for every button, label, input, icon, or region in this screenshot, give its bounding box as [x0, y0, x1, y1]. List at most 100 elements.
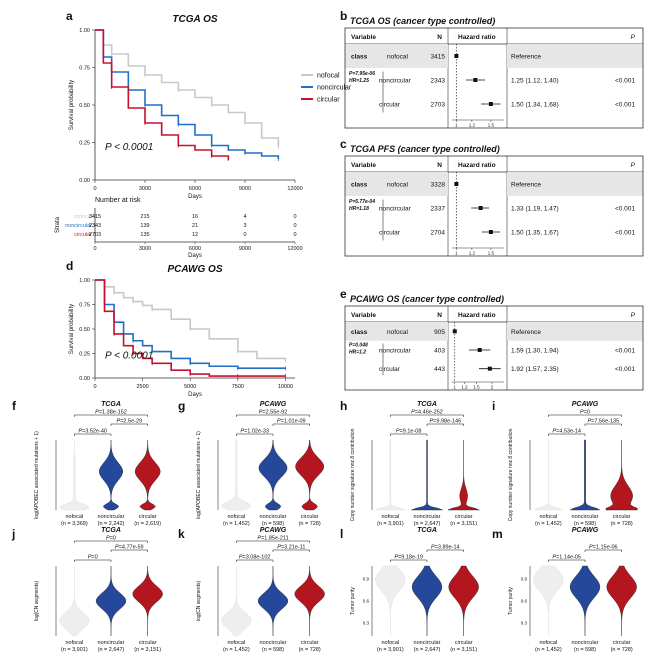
- violin-category: noncircular: [572, 514, 599, 520]
- forest-level: noncircular: [379, 206, 412, 213]
- sig-pvalue-value: =4.77e-59: [119, 545, 144, 551]
- y-axis-label: Survival probability: [69, 304, 75, 354]
- x-tick-label: 0: [93, 384, 96, 390]
- forest-tick-label: 1.2: [461, 385, 468, 390]
- y-tick-label: 1.00: [79, 28, 90, 34]
- sig-pvalue: P=1.02e-33: [240, 429, 269, 435]
- violin-n: (n = 598): [262, 521, 284, 527]
- x-tick-label: 0: [93, 186, 96, 192]
- risk-tick-label: 6000: [189, 246, 201, 252]
- sig-pvalue-letter: P: [580, 410, 584, 416]
- risk-count: 3: [243, 223, 246, 229]
- forest-n: 3328: [431, 182, 446, 189]
- violin-category: nofocal: [381, 640, 399, 646]
- violin-title: TCGA: [101, 401, 121, 408]
- violin-ylabel: Copy number signature nnz.8 contribution: [350, 428, 356, 521]
- x-tick-label: 12000: [287, 186, 302, 192]
- forest-stat-hr: HR=1.2: [349, 349, 366, 355]
- forest-level: nofocal: [387, 329, 409, 336]
- forest-header-variable: Variable: [351, 162, 376, 169]
- violin-ylabel: log(CN segments): [34, 581, 40, 622]
- sig-pvalue: P=1.38e-152: [95, 410, 127, 416]
- sig-pvalue-value: =3.08e-102: [243, 555, 271, 561]
- forest-p: <0.001: [615, 230, 635, 237]
- sig-pvalue: P=7.56e-135: [588, 419, 620, 425]
- sig-pvalue-value: =7.56e-135: [591, 419, 619, 425]
- forest-header-n: N: [437, 162, 442, 169]
- sig-pvalue-letter: P: [277, 419, 281, 425]
- km-title: TCGA OS: [172, 14, 218, 25]
- violin-n: (n = 3,151): [134, 647, 161, 653]
- violin-circular: [605, 440, 638, 511]
- sig-pvalue: P=1.85e-211: [257, 536, 288, 542]
- risk-count: 139: [140, 223, 149, 229]
- forest-estimate-text: Reference: [511, 329, 541, 336]
- sig-pvalue: P=4.46e-252: [411, 410, 443, 416]
- sig-pvalue-letter: P: [394, 555, 398, 561]
- violin-ytick: 0.9: [521, 577, 528, 582]
- sig-pvalue: P=3.89e-14: [431, 545, 460, 551]
- sig-pvalue-letter: P: [552, 555, 556, 561]
- violin-title: PCAWG: [572, 401, 599, 408]
- risk-row-label: nofocal: [74, 214, 92, 220]
- risk-count: 21: [192, 223, 198, 229]
- legend-label-nofocal: nofocal: [317, 73, 340, 80]
- risk-tick-label: 12000: [287, 246, 302, 252]
- y-axis-label: Survival probability: [69, 80, 75, 130]
- sig-pvalue-letter: P: [115, 545, 119, 551]
- risk-tick-label: 9000: [239, 246, 251, 252]
- violin-noncircular: [95, 565, 127, 637]
- x-axis-label: Days: [188, 392, 202, 398]
- violin-circular: [294, 565, 325, 636]
- forest-variable: class: [351, 54, 368, 61]
- forest-estimate-text: 1.92 (1.57, 2.35): [511, 366, 559, 373]
- forest-n: 3415: [431, 54, 446, 61]
- sig-pvalue-letter: P: [430, 419, 434, 425]
- violin-ytick: 0.6: [521, 599, 528, 604]
- forest-p: <0.001: [615, 102, 635, 109]
- x-tick-label: 6000: [189, 186, 201, 192]
- violin-title: PCAWG: [260, 527, 287, 534]
- violin-n: (n = 3,901): [377, 647, 404, 653]
- violin-n: (n = 598): [574, 647, 596, 653]
- forest-tick-label: 1.2: [469, 251, 476, 256]
- violin-category: nofocal: [381, 514, 399, 520]
- forest-estimate-text: Reference: [511, 182, 541, 189]
- violin-n: (n = 3,369): [61, 521, 88, 527]
- forest-level: nofocal: [387, 182, 409, 189]
- violin-nofocal: [59, 566, 90, 637]
- sig-pvalue-value: =9.98e-146: [433, 419, 461, 425]
- forest-title: TCGA PFS (cancer type controlled): [350, 144, 500, 154]
- violin-circular: [132, 565, 163, 636]
- violin-category: noncircular: [414, 640, 441, 646]
- forest-ref-shade: [507, 44, 643, 68]
- sig-pvalue: P=3.08e-102: [239, 555, 271, 561]
- risk-row-label: circular: [74, 232, 92, 238]
- violin-category: circular: [301, 514, 319, 520]
- y-tick-label: 0.25: [79, 352, 90, 358]
- violin-category: noncircular: [572, 640, 599, 646]
- forest-point: [478, 206, 483, 210]
- violin-n: (n = 2,619): [134, 521, 161, 527]
- forest-tick-label: 1.5: [473, 385, 480, 390]
- violin-n: (n = 1,452): [535, 521, 562, 527]
- sig-pvalue-value: =4.46e-252: [415, 410, 443, 416]
- forest-estimate-text: 1.33 (1.19, 1.47): [511, 206, 559, 213]
- violin-noncircular: [569, 439, 601, 511]
- sig-pvalue-value: =0: [584, 410, 590, 416]
- forest-estimate-text: 1.50 (1.34, 1.68): [511, 102, 559, 109]
- panel-letter-j: j: [11, 527, 15, 541]
- sig-pvalue: P=0: [88, 555, 98, 561]
- panel-letter-f: f: [12, 399, 17, 413]
- violin-circular: [606, 565, 637, 637]
- sig-pvalue-value: =3.89e-14: [435, 545, 460, 551]
- violin-n: (n = 3,151): [450, 647, 477, 653]
- risk-count: 0: [243, 232, 246, 238]
- forest-n: 2343: [431, 78, 446, 85]
- violin-n: (n = 3,151): [450, 521, 477, 527]
- violin-n: (n = 3,901): [377, 521, 404, 527]
- y-tick-label: 0.25: [79, 141, 90, 147]
- violin-ytick: 0.3: [363, 620, 370, 625]
- forest-p: <0.001: [615, 366, 635, 373]
- violin-n: (n = 728): [611, 647, 633, 653]
